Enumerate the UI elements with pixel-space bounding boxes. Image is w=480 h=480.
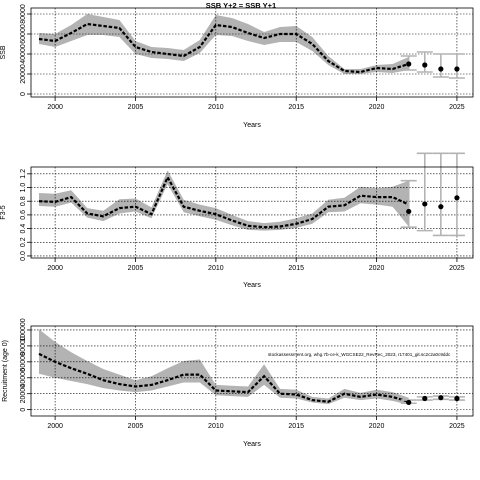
- plot-frame: [30, 325, 474, 417]
- x-tick-label: 2005: [128, 104, 144, 111]
- y-tick-label: 20000: [20, 64, 27, 84]
- x-tick-label: 2000: [47, 423, 63, 430]
- forecast-point: [422, 201, 428, 207]
- x-tick-label: 2020: [369, 423, 385, 430]
- x-tick-label: 2010: [208, 265, 224, 272]
- x-tick-label: 2010: [208, 423, 224, 430]
- y-tick-label: 0.0: [20, 251, 27, 261]
- x-tick-label: 2025: [449, 423, 465, 430]
- x-tick-label: 2015: [288, 104, 304, 111]
- y-tick-label: 1.0: [20, 183, 27, 193]
- y-tick-label: 80000: [20, 4, 27, 24]
- x-tick-label: 2025: [449, 265, 465, 272]
- y-tick-label: 1.2: [20, 169, 27, 179]
- x-axis-label: Years: [243, 441, 261, 448]
- y-tick-label: 40000: [20, 368, 27, 388]
- x-tick-label: 2020: [369, 265, 385, 272]
- x-axis-label: Years: [243, 122, 261, 129]
- x-tick-label: 2025: [449, 104, 465, 111]
- x-tick-label: 2015: [288, 265, 304, 272]
- plot-frame: [30, 7, 474, 98]
- y-tick-label: 20000: [20, 384, 27, 404]
- panel-title: SSB Y+2 = SSB Y+1: [206, 1, 276, 10]
- forecast-point: [454, 66, 460, 72]
- y-tick-label: 0.6: [20, 210, 27, 220]
- y-tick-label: 60000: [20, 352, 27, 372]
- forecast-point: [438, 395, 444, 401]
- x-tick-label: 2000: [47, 104, 63, 111]
- forecast-point: [406, 208, 412, 215]
- confidence-band: [39, 14, 409, 74]
- x-tick-label: 2000: [47, 265, 63, 272]
- forecast-point: [454, 395, 460, 402]
- y-tick-label: 80000: [20, 336, 27, 356]
- y-axis-label: F3-5: [0, 205, 7, 220]
- x-tick-label: 2010: [208, 104, 224, 111]
- forecast-point: [454, 195, 460, 201]
- y-tick-label: 0.4: [20, 224, 27, 234]
- x-tick-label: 2005: [128, 423, 144, 430]
- forecast-point: [406, 61, 412, 67]
- estimate-line: [38, 352, 410, 403]
- forecast-point: [406, 399, 412, 406]
- x-axis-label: Years: [243, 282, 261, 289]
- y-tick-label: 40000: [20, 44, 27, 64]
- provenance-note: stockassessment.org, whg.7b-ce-k_WGCSE22…: [268, 352, 451, 357]
- y-tick-label: 100000: [20, 318, 27, 341]
- x-tick-label: 2020: [369, 104, 385, 111]
- forecast-point: [422, 62, 428, 68]
- y-axis-label: SSB: [0, 45, 7, 59]
- y-tick-label: 0.8: [20, 196, 27, 206]
- forecast-point: [438, 66, 444, 72]
- forecast-point: [438, 204, 444, 210]
- estimate-line: [38, 174, 410, 229]
- y-tick-label: 0.2: [20, 237, 27, 247]
- y-tick-label: 0: [20, 408, 27, 412]
- recruitment-panel: 2000 2005 2010 2015 2020 2025 0 200004000060000…: [2, 318, 474, 448]
- x-tick-label: 2015: [288, 423, 304, 430]
- forecast-point: [422, 395, 428, 402]
- x-tick-label: 2005: [128, 265, 144, 272]
- plot-frame: [30, 166, 474, 259]
- estimate-line: [38, 22, 410, 74]
- y-axis-label: Recruitment (age 0): [2, 340, 9, 402]
- y-tick-label: 60000: [20, 24, 27, 44]
- y-tick-label: 0: [20, 92, 27, 96]
- ssb-panel: 2000 2005 2010 2015 2020 2025 0 200004000060000…: [0, 4, 474, 129]
- fishing-mortality-panel: 2000 2005 2010 2015 2020 2025 0.0 0.2 0.4 0.6 0.8 1…: [0, 152, 474, 289]
